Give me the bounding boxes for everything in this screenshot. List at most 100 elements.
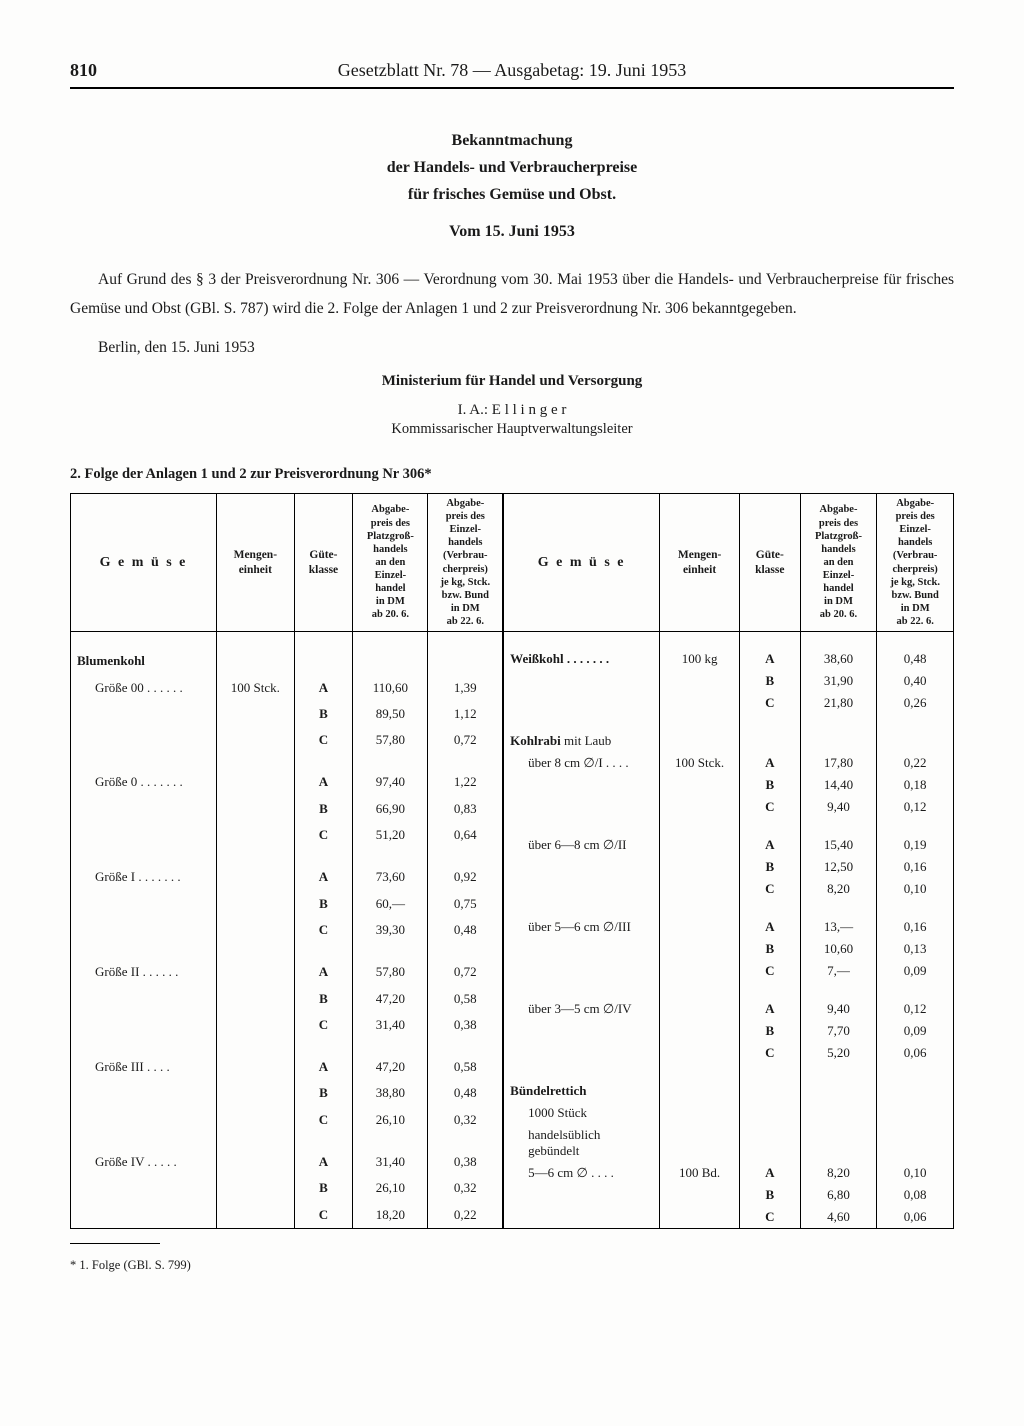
table-row: handelsüblich gebündelt [504,1124,954,1162]
cell-price2: 0,48 [428,917,503,943]
cell-price2: 0,32 [428,1175,503,1201]
cell-price2: 0,72 [428,959,503,985]
cell-price1: 73,60 [353,864,428,890]
cell-class: B [294,891,353,917]
cell-class: A [294,959,353,985]
cell-class: B [740,1184,801,1206]
cell-class: A [740,648,801,670]
cell-rettich-sub: 1000 Stück [510,1105,587,1121]
cell-price2: 0,40 [877,670,954,692]
cell-price2: 0,16 [877,856,954,878]
table-row: C 5,20 0,06 [504,1042,954,1064]
running-head: 810 Gesetzblatt Nr. 78 — Ausgabetag: 19.… [70,60,954,89]
cell-class: A [294,1149,353,1175]
cell-rettich: Bündelrettich [504,1080,660,1102]
cell-price1: 7,70 [800,1020,877,1042]
signature: I. A.: E l l i n g e r [70,402,954,419]
cell-price1: 12,50 [800,856,877,878]
cell-class: B [740,774,801,796]
cell-size: Größe II . . . . . . [77,964,178,980]
cell-size: 5—6 cm ∅ . . . . [510,1165,614,1181]
cell-price1: 31,40 [353,1149,428,1175]
cell-price2: 0,75 [428,891,503,917]
cell-size: Größe III . . . . [77,1059,170,1075]
table-row: C 31,40 0,38 [71,1012,503,1038]
cell-price1: 57,80 [353,727,428,753]
cell-class: B [294,985,353,1011]
th-unit: Mengen- einheit [217,493,295,631]
cell-size: über 5—6 cm ∅/III [510,919,631,935]
cell-price2: 0,06 [877,1042,954,1064]
cell-class: C [294,727,353,753]
cell-price1: 47,20 [353,1054,428,1080]
cell-price1: 66,90 [353,796,428,822]
cell-price2: 0,26 [877,692,954,714]
cell-price1: 13,— [800,916,877,938]
place-date: Berlin, den 15. Juni 1953 [70,333,954,362]
cell-price1: 4,60 [800,1206,877,1229]
cell-class: B [740,1020,801,1042]
cell-class: C [740,796,801,818]
th-klasse: Güte- klasse [294,493,353,631]
th-price1: Abgabe- preis des Platzgroß- handels an … [800,493,877,631]
cell-price1: 8,20 [800,1162,877,1184]
cell-class: C [294,917,353,943]
row-blumenkohl-head: Blumenkohl [71,648,503,674]
th-klasse: Güte- klasse [740,493,801,631]
cell-price1: 6,80 [800,1184,877,1206]
cell-class: B [740,670,801,692]
table-row: C 51,20 0,64 [71,822,503,848]
cell-price1: 31,40 [353,1012,428,1038]
body-paragraph: Auf Grund des § 3 der Preisverordnung Nr… [70,265,954,324]
cell-price1: 47,20 [353,985,428,1011]
cell-price2: 0,58 [428,1054,503,1080]
table-row: C 26,10 0,32 [71,1107,503,1133]
cell-class: A [294,864,353,890]
table-row: über 3—5 cm ∅/IV A 9,40 0,12 [504,998,954,1020]
table-row: C 18,20 0,22 [71,1201,503,1228]
cell-class: C [740,1206,801,1229]
cell-class: B [740,938,801,960]
cell-class: A [294,674,353,700]
cell-class: C [294,1107,353,1133]
cell-class: C [740,692,801,714]
cell-unit: 100 Stck. [660,752,740,774]
cell-price2: 0,32 [428,1107,503,1133]
table-row: C 57,80 0,72 [71,727,503,753]
footnote: * 1. Folge (GBl. S. 799) [70,1258,954,1273]
page-number: 810 [70,60,97,81]
cell-price2: 0,10 [877,1162,954,1184]
cell-class: A [740,834,801,856]
title-date: Vom 15. Juni 1953 [70,223,954,241]
cell-rettich-sub2: handelsüblich gebündelt [510,1127,600,1159]
cell-price2: 0,58 [428,985,503,1011]
row-kohlrabi-head: Kohlrabi mit Laub [504,730,954,752]
cell-class: A [740,1162,801,1184]
cell-price2: 0,38 [428,1012,503,1038]
th-gemuese: G e m ü s e [504,493,660,631]
cell-class: B [294,796,353,822]
cell-price1: 97,40 [353,769,428,795]
cell-price1: 31,90 [800,670,877,692]
cell-class: C [740,960,801,982]
cell-size: Größe 00 . . . . . . [77,680,183,696]
title-line-3: für frisches Gemüse und Obst. [70,181,954,208]
table-row: Weißkohl . . . . . . . 100 kg A 38,60 0,… [504,648,954,670]
cell-price2: 0,13 [877,938,954,960]
cell-price2: 0,16 [877,916,954,938]
ministry-line: Ministerium für Handel und Versorgung [70,373,954,390]
cell-price1: 18,20 [353,1201,428,1228]
th-gemuese: G e m ü s e [71,493,217,631]
cell-price1: 8,20 [800,878,877,900]
cell-price2: 0,06 [877,1206,954,1229]
table-row: Größe III . . . . A 47,20 0,58 [71,1054,503,1080]
table-row: B 12,50 0,16 [504,856,954,878]
table-row: 5—6 cm ∅ . . . . 100 Bd. A 8,20 0,10 [504,1162,954,1184]
cell-price2: 0,22 [877,752,954,774]
table-row: Größe IV . . . . . A 31,40 0,38 [71,1149,503,1175]
cell-unit: 100 kg [660,648,740,670]
cell-price2: 0,09 [877,1020,954,1042]
cell-class: B [740,856,801,878]
cell-kohlrabi: Kohlrabi [510,733,561,748]
table-row: B 47,20 0,58 [71,985,503,1011]
